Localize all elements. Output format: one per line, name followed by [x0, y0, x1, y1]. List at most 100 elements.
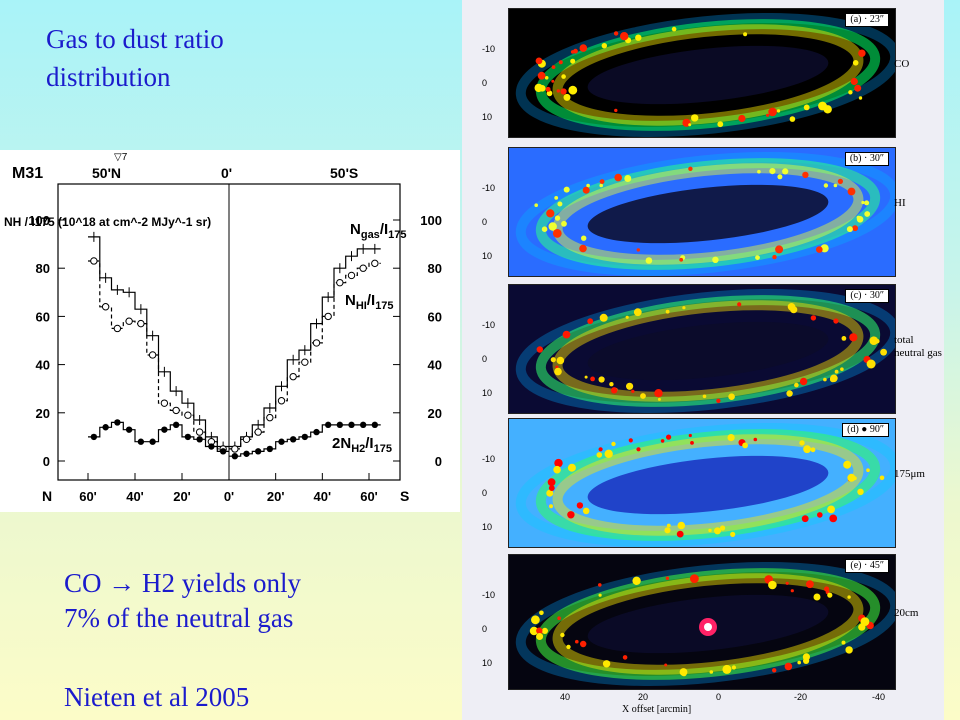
data-point: [277, 397, 286, 405]
panel-side-label: CO: [894, 58, 910, 70]
y-tick-label-right: 40: [428, 358, 442, 373]
map-y-tick: 10: [482, 251, 493, 261]
panel-side-label: 20cm: [894, 607, 919, 619]
data-point: [301, 433, 309, 441]
chart-title: M31: [12, 165, 43, 182]
top-label-marker: ▽7: [114, 152, 128, 163]
series-line-north: [88, 421, 229, 452]
data-point: [101, 303, 110, 311]
data-point: [254, 448, 262, 455]
map-x-tick: 20: [638, 692, 649, 702]
series-label: Ngas/I175: [350, 221, 407, 241]
citation: Nieten et al 2005: [64, 682, 250, 712]
series-nhi-i175: [88, 257, 381, 453]
map-panel-175um: (d) ● 90″: [508, 418, 896, 548]
title-line-1: Gas to dust ratio: [46, 24, 224, 54]
data-point: [184, 433, 192, 441]
data-point: [371, 421, 379, 429]
data-point: [125, 317, 133, 325]
map-panel-hi: (b) · 30″: [508, 147, 896, 277]
data-point: [301, 358, 309, 366]
galaxy-map: [509, 148, 895, 276]
data-point: [102, 424, 109, 431]
series-line-south: [229, 262, 381, 450]
panel-tag: (e) · 45″: [845, 559, 889, 573]
data-point: [359, 421, 367, 429]
map-y-tick: 0: [482, 488, 488, 498]
series-line-north: [88, 236, 229, 448]
data-point: [243, 450, 250, 457]
y-tick-label-right: 20: [428, 406, 442, 421]
panel-side-label: total neutral gas: [894, 334, 942, 359]
data-point: [196, 436, 203, 443]
map-y-tick: -10: [482, 590, 496, 600]
map-y-tick: 0: [482, 78, 488, 88]
y-tick-label-right: 0: [435, 454, 442, 469]
y-tick-label-left: 20: [36, 406, 50, 421]
data-point: [219, 448, 227, 455]
data-point: [231, 445, 239, 453]
map-y-tick: -10: [482, 183, 496, 193]
x-axis-label-north: N: [42, 488, 52, 504]
data-point: [324, 312, 332, 321]
y-axis-label: NH / I175 (10^18 at cm^-2 MJy^-1 sr): [4, 215, 211, 229]
data-point: [172, 421, 180, 429]
data-point: [348, 421, 355, 429]
panel-tag: (c) · 30″: [845, 289, 889, 303]
data-point: [149, 438, 156, 445]
panel-tag: (b) · 30″: [844, 152, 889, 166]
map-panel-total: (c) · 30″: [508, 284, 896, 414]
map-x-tick: 0: [716, 692, 722, 702]
series-line-north: [88, 260, 229, 450]
data-point: [90, 257, 98, 265]
data-point: [137, 438, 145, 445]
data-point: [371, 259, 379, 268]
galaxy-map: [509, 9, 895, 137]
galaxy-map: [509, 285, 895, 413]
chart-ticks: 0 0 20 20 40 40 60 60 80 80 100 100 60' 40' 20' 0' 20' 40…: [28, 213, 442, 504]
x-tick-label-north: 40': [126, 489, 144, 504]
data-point: [242, 435, 251, 444]
top-label-center: 0': [221, 165, 232, 181]
panel-tag: (a) · 23″: [845, 13, 889, 27]
y-tick-label-left: 40: [36, 358, 50, 373]
map-y-tick: 0: [482, 354, 488, 364]
x-tick-label-south: 20': [267, 489, 285, 504]
y-tick-label-right: 60: [428, 309, 442, 324]
bullet-line-1: CO → H2 yields only: [64, 568, 302, 598]
data-point: [113, 324, 122, 333]
data-point: [160, 399, 169, 407]
map-x-tick: 40: [560, 692, 571, 702]
y-tick-label-right: 80: [428, 261, 442, 276]
data-point: [137, 319, 145, 328]
y-tick-label-left: 100: [28, 213, 50, 228]
data-point: [266, 445, 274, 453]
data-point: [161, 426, 168, 433]
map-y-tick: -10: [482, 320, 496, 330]
galaxy-map: [509, 419, 895, 547]
data-point: [184, 411, 192, 419]
panel-tag: (d) ● 90″: [842, 423, 889, 437]
data-point: [324, 421, 332, 429]
series-2nh2-i175: [88, 419, 381, 460]
data-point: [125, 426, 133, 433]
data-point: [278, 438, 285, 445]
panel-side-label: 175μm: [894, 468, 925, 480]
data-point: [231, 452, 239, 460]
title-line-2: distribution: [46, 62, 171, 92]
data-point: [195, 428, 204, 436]
x-tick-label-north: 20': [173, 489, 191, 504]
data-point: [254, 428, 262, 436]
x-tick-label-south: 0': [224, 489, 234, 504]
data-point: [148, 351, 157, 359]
data-point: [313, 428, 320, 436]
data-point: [266, 413, 274, 422]
x-tick-label-south: 60': [360, 489, 378, 504]
top-label-south: 50'S: [330, 165, 358, 181]
slide-title: Gas to dust ratio distribution: [46, 20, 426, 96]
y-tick-label-right: 100: [420, 213, 442, 228]
data-point: [289, 372, 297, 381]
series-line-south: [229, 248, 381, 448]
chart-svg: 0 0 20 20 40 40 60 60 80 80 100 100 60' 40' 20' 0' 20' 40…: [4, 152, 442, 504]
chart-text: M31 50'N ▽7 0' 50'S NH / I175 (10^18 at …: [4, 152, 409, 504]
